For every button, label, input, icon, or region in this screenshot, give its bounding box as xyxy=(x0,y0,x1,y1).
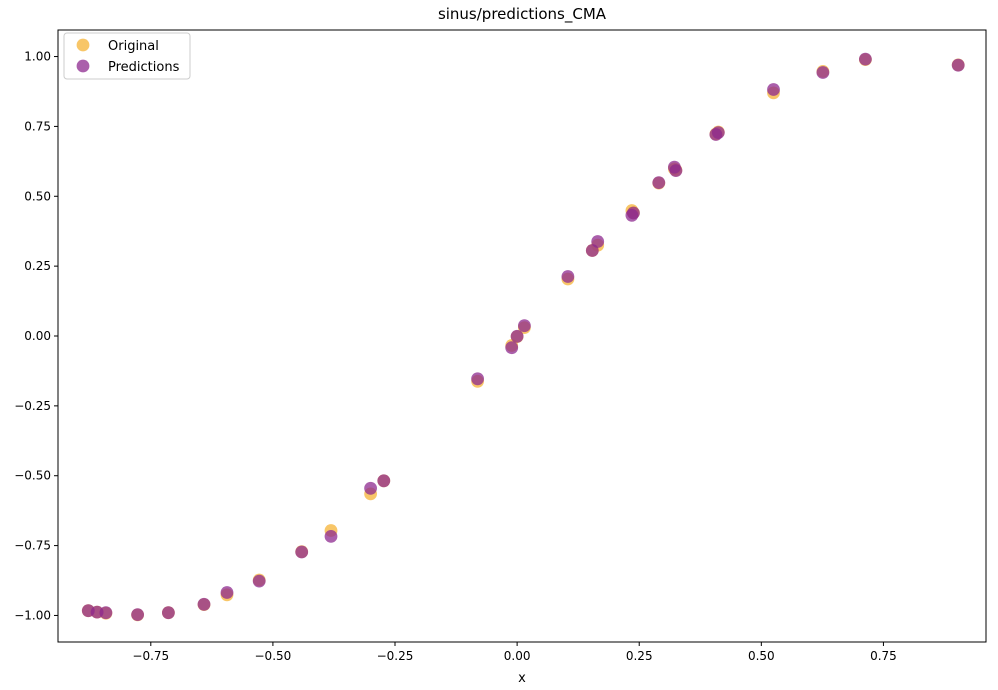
x-tick-label: 0.75 xyxy=(870,649,897,663)
data-point xyxy=(561,270,575,283)
data-point xyxy=(510,329,524,343)
x-tick-label: 0.25 xyxy=(626,649,653,663)
data-point xyxy=(652,176,666,190)
data-point xyxy=(627,206,640,220)
y-tick-label: −1.00 xyxy=(14,608,51,622)
data-point xyxy=(816,66,830,79)
y-tick-label: −0.50 xyxy=(14,469,51,483)
data-point xyxy=(99,606,113,620)
y-tick-label: 0.50 xyxy=(24,189,51,203)
y-tick-label: 0.25 xyxy=(24,259,51,273)
axes: −0.75 −0.50 −0.25 0.00 0.25 0.50 0.75 −1.00 −0.7… xyxy=(14,29,987,663)
data-point xyxy=(505,341,519,355)
data-point xyxy=(669,164,683,178)
y-tick-label: −0.25 xyxy=(14,399,51,413)
series-predictions xyxy=(81,52,965,621)
legend-box xyxy=(63,32,191,80)
data-point xyxy=(767,83,780,96)
data-point xyxy=(324,530,338,543)
data-point xyxy=(220,586,234,599)
data-point xyxy=(252,574,266,588)
x-tick-label: 0.50 xyxy=(748,649,775,663)
y-tick-label: −0.75 xyxy=(14,539,51,553)
data-point xyxy=(591,235,605,248)
y-tick-label: 0.75 xyxy=(24,119,51,133)
x-tick-label: −0.50 xyxy=(255,649,292,663)
data-point xyxy=(197,597,211,611)
data-point xyxy=(471,372,484,386)
data-point xyxy=(295,545,309,559)
legend-marker-predictions xyxy=(76,59,90,73)
x-tick-label: −0.25 xyxy=(377,649,414,663)
legend-label-original: Original xyxy=(108,39,159,54)
data-point xyxy=(131,608,145,621)
x-tick-label: 0.00 xyxy=(504,649,531,663)
y-tick-label: 1.00 xyxy=(24,50,51,64)
x-axis-label: x xyxy=(518,671,526,686)
data-point xyxy=(711,126,725,139)
legend-label-predictions: Predictions xyxy=(108,60,180,75)
y-tick-label: 0.00 xyxy=(24,329,51,343)
data-point xyxy=(364,481,377,495)
chart-title: sinus/predictions_CMA xyxy=(438,5,607,24)
legend: Original Predictions xyxy=(63,32,191,80)
legend-marker-original xyxy=(76,38,90,52)
plot-area xyxy=(81,52,965,622)
data-point xyxy=(859,52,872,66)
data-point xyxy=(951,58,965,72)
data-point xyxy=(162,606,175,620)
data-point xyxy=(377,474,391,488)
data-point xyxy=(518,319,531,333)
x-tick-label: −0.75 xyxy=(132,649,169,663)
